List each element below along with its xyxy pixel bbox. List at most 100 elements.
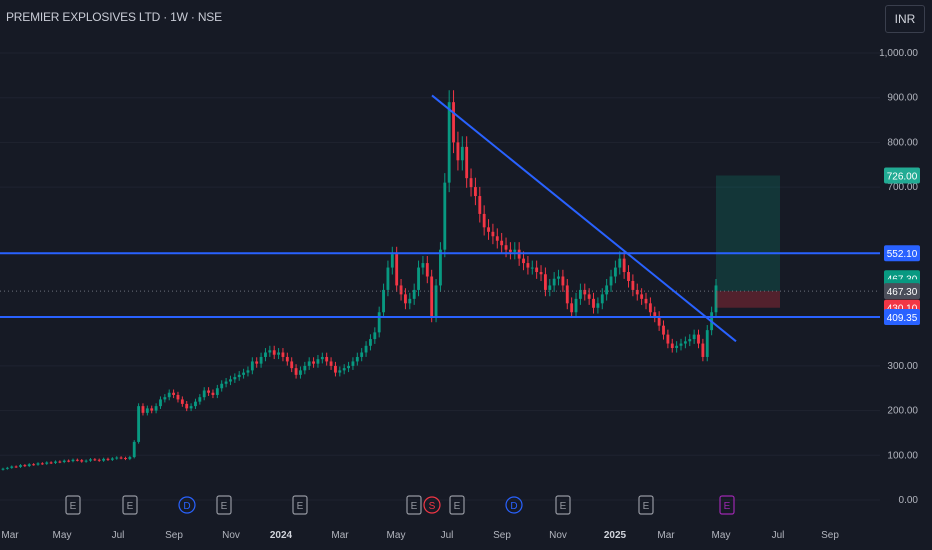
candle-body <box>513 249 517 252</box>
earnings-icon[interactable] <box>122 495 138 515</box>
dividend-icon[interactable] <box>505 496 523 514</box>
time-tick-label: Sep <box>821 530 839 541</box>
candle-body <box>194 401 197 407</box>
earnings-icon[interactable] <box>216 495 232 515</box>
candle-body <box>526 263 530 268</box>
candle-body <box>360 352 364 357</box>
trendline[interactable] <box>431 94 737 343</box>
dividend-icon[interactable] <box>178 496 196 514</box>
candle-body <box>54 461 57 463</box>
time-tick-label: Nov <box>222 530 240 541</box>
candle-body <box>272 350 276 355</box>
candle-body <box>557 276 560 279</box>
event-marker-label: D <box>510 501 517 512</box>
price-tag-label: 409.35 <box>887 313 918 324</box>
candle-body <box>75 459 79 461</box>
candle-body <box>491 231 495 237</box>
candle-body <box>5 467 9 469</box>
candle-body <box>145 408 149 413</box>
candle-body <box>141 406 145 413</box>
candle-body <box>215 388 219 395</box>
split-icon[interactable] <box>423 496 441 514</box>
candle-body <box>119 457 123 459</box>
candle-body <box>530 267 534 269</box>
candle-body <box>548 285 552 290</box>
candle-body <box>570 303 574 313</box>
candle-body <box>23 465 27 467</box>
candle-body <box>675 345 679 349</box>
candle-body <box>500 240 504 246</box>
target-zone[interactable] <box>716 175 780 292</box>
stop-zone[interactable] <box>716 291 780 308</box>
candle-body <box>154 406 158 411</box>
event-marker-label: E <box>221 501 228 512</box>
candle-body <box>159 399 162 407</box>
currency-button[interactable]: INR <box>885 5 925 33</box>
earnings-icon[interactable] <box>292 495 308 515</box>
candle-body <box>290 361 294 369</box>
candle-body <box>303 365 307 371</box>
candle-body <box>19 465 22 467</box>
price-tick-label: 0.00 <box>899 495 919 506</box>
earnings-icon[interactable] <box>65 495 81 515</box>
candle-body <box>692 334 696 340</box>
event-marker-label: D <box>183 501 190 512</box>
event-marker-label: E <box>297 501 304 512</box>
price-tick-label: 300.00 <box>887 361 918 372</box>
candle-body <box>473 187 477 197</box>
candle-body <box>421 263 425 268</box>
price-tick-label: 1,000.00 <box>879 48 918 59</box>
candle-body <box>613 267 617 277</box>
candle-body <box>32 464 36 466</box>
candle-body <box>10 466 14 468</box>
candle-body <box>439 249 442 286</box>
earnings-icon[interactable] <box>406 495 422 515</box>
candle-body <box>565 285 569 304</box>
candle-body <box>443 182 447 250</box>
candle-body <box>172 392 176 395</box>
candle-body <box>369 339 372 346</box>
candle-body <box>277 352 280 355</box>
candle-body <box>312 361 315 364</box>
candle-body <box>84 460 88 462</box>
candle-body <box>128 457 132 459</box>
candle-body <box>167 392 171 398</box>
candle-body <box>180 399 184 404</box>
candle-body <box>115 457 119 459</box>
candle-body <box>106 458 110 460</box>
price-tick-label: 800.00 <box>887 137 918 148</box>
candle-body <box>583 289 587 295</box>
time-tick-label: Sep <box>493 530 511 541</box>
time-tick-label: 2024 <box>270 530 293 541</box>
price-tag <box>884 167 920 184</box>
candle-body <box>578 289 582 299</box>
candle-body <box>657 316 661 326</box>
candle-body <box>522 258 525 264</box>
candle-body <box>355 356 359 362</box>
candle-body <box>469 178 473 188</box>
candle-body <box>508 249 512 252</box>
candle-body <box>561 276 565 286</box>
candle-body <box>600 294 604 304</box>
candle-body <box>705 330 709 357</box>
time-tick-label: 2025 <box>604 530 627 541</box>
earnings-icon[interactable] <box>449 495 465 515</box>
candle-body <box>395 254 399 286</box>
candle-body <box>390 254 394 268</box>
candle-body <box>58 461 62 463</box>
earnings-icon[interactable] <box>555 495 571 515</box>
candle-body <box>233 377 237 380</box>
candle-body <box>417 267 420 290</box>
time-tick-label: Jul <box>772 530 785 541</box>
earnings-icon[interactable] <box>719 495 735 515</box>
candle-body <box>425 263 429 277</box>
candle-body <box>382 289 385 313</box>
candle-body <box>242 372 246 375</box>
time-tick-label: May <box>387 530 406 541</box>
candle-body <box>124 457 127 459</box>
candle-body <box>478 196 482 214</box>
earnings-icon[interactable] <box>638 495 654 515</box>
candle-body <box>334 365 337 373</box>
event-marker-label: E <box>454 501 461 512</box>
